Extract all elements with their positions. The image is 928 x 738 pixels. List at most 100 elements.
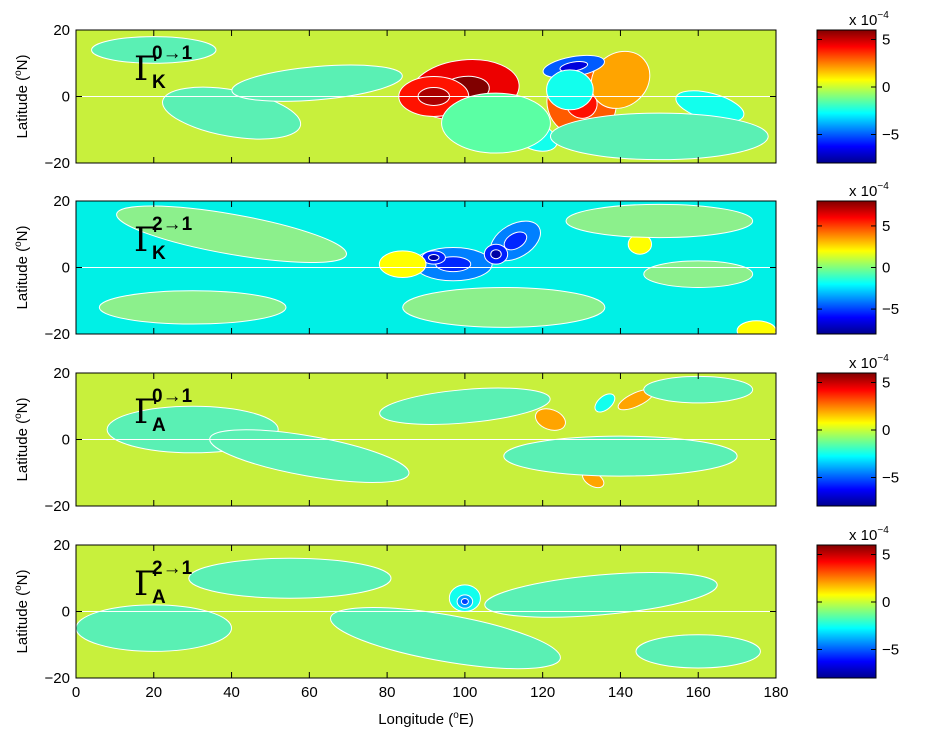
colorbar-exponent: x 10−4 (849, 181, 889, 200)
contour-region (441, 92, 551, 154)
colorbar-tick-label: −5 (882, 127, 899, 144)
x-tick-label: 100 (452, 684, 477, 701)
panel-label: Γ2→1 K (134, 214, 193, 264)
colorbar-exponent: x 10−4 (849, 10, 889, 29)
x-tick-label: 0 (72, 684, 80, 701)
contour-region (594, 393, 616, 413)
x-tick-label: 160 (686, 684, 711, 701)
gamma-subscript: A (152, 415, 166, 436)
y-tick-label: −20 (45, 670, 70, 687)
panel-label: Γ2→1 A (134, 558, 193, 608)
panel-label: Γ0→1 K (134, 43, 193, 93)
x-tick-label: 180 (763, 684, 788, 701)
y-tick-label: 0 (62, 260, 70, 277)
panel-3: −20 0 20 Latitude (oN) Γ0→1 A 5 0 −5 x 10−4 (13, 353, 899, 515)
y-axis-label: Latitude (oN) (13, 570, 31, 654)
contour-core (428, 254, 440, 262)
colorbar-tick-label: −5 (882, 642, 899, 659)
y-tick-label: 0 (62, 604, 70, 621)
gamma-symbol: Γ (134, 564, 158, 604)
colorbar: 5 0 −5 x 10−4 (816, 10, 899, 164)
colorbar-tick-label: 5 (882, 218, 890, 235)
x-tick-label: 140 (608, 684, 633, 701)
x-tick-label: 60 (301, 684, 318, 701)
contour-region (98, 290, 287, 325)
colorbar-tick-label: −5 (882, 470, 899, 487)
gamma-symbol: Γ (134, 392, 158, 432)
x-tick-label: 20 (145, 684, 162, 701)
colorbar-tick-label: 5 (882, 547, 890, 564)
colorbar-gradient (816, 544, 877, 679)
contour-region (635, 634, 761, 669)
colorbar-tick-label: 0 (882, 422, 890, 439)
panel-1: −20 0 20 Latitude (oN) Γ0→1 K 5 0 −5 x 10−4 (13, 10, 899, 172)
colorbar: 5 0 −5 x 10−4 (816, 353, 899, 507)
colorbar-tick-label: 0 (882, 260, 890, 277)
contour-core (460, 598, 469, 606)
y-tick-label: 20 (53, 537, 70, 554)
y-tick-label: −20 (45, 326, 70, 343)
contour-region (209, 429, 410, 483)
x-tick-label: 120 (530, 684, 555, 701)
colorbar-gradient (816, 372, 877, 507)
gamma-superscript: 0→1 (152, 43, 193, 64)
contour-region (378, 250, 427, 278)
contour-region (329, 607, 561, 670)
contour-region (565, 203, 754, 239)
y-tick-label: 20 (53, 365, 70, 382)
contour-region (546, 69, 594, 111)
colorbar: 5 0 −5 x 10−4 (816, 181, 899, 335)
y-axis-label: Latitude (oN) (13, 55, 31, 139)
y-tick-label: 0 (62, 432, 70, 449)
contour-region (379, 387, 551, 425)
contour-region (484, 572, 718, 618)
gamma-symbol: Γ (134, 220, 158, 260)
contour-field (76, 545, 776, 678)
colorbar: 5 0 −5 x 10−4 (816, 525, 899, 679)
x-tick-label: 80 (379, 684, 396, 701)
y-tick-label: 0 (62, 89, 70, 106)
gamma-symbol: Γ (134, 49, 158, 89)
colorbar-tick-label: 0 (882, 594, 890, 611)
contour-region (643, 375, 754, 404)
y-tick-label: 20 (53, 193, 70, 210)
colorbar-tick-label: 5 (882, 375, 890, 392)
gamma-subscript: K (152, 243, 166, 264)
colorbar-tick-label: 0 (882, 79, 890, 96)
contour-region (188, 557, 392, 599)
contour-region (76, 604, 233, 652)
contour-region (503, 435, 738, 477)
y-tick-label: −20 (45, 498, 70, 515)
contour-region (549, 112, 769, 161)
y-tick-label: −20 (45, 155, 70, 172)
contour-field (76, 373, 776, 506)
contour-field (76, 30, 776, 163)
y-axis-label: Latitude (oN) (13, 226, 31, 310)
x-axis-label: Longitude (oE) (378, 710, 474, 728)
colorbar-exponent: x 10−4 (849, 525, 889, 544)
y-axis-label: Latitude (oN) (13, 398, 31, 482)
contour-region (643, 260, 754, 288)
gamma-superscript: 2→1 (152, 558, 193, 579)
colorbar-tick-label: 5 (882, 32, 890, 49)
contour-field (76, 201, 776, 334)
contour-region (736, 320, 776, 334)
gamma-subscript: K (152, 72, 166, 93)
colorbar-gradient (816, 200, 877, 335)
x-tick-label: 40 (223, 684, 240, 701)
gamma-subscript: A (152, 587, 166, 608)
contour-region (402, 286, 606, 328)
colorbar-gradient (816, 29, 877, 164)
panel-2: −20 0 20 Latitude (oN) Γ2→1 K 5 0 −5 x 10−4 (13, 181, 899, 343)
contour-region (534, 408, 566, 431)
y-tick-label: 20 (53, 22, 70, 39)
gamma-superscript: 2→1 (152, 214, 193, 235)
contour-region (231, 64, 403, 102)
gamma-superscript: 0→1 (152, 386, 193, 407)
contour-core (490, 249, 502, 260)
contour-region (116, 205, 348, 263)
contour-region (91, 36, 217, 64)
